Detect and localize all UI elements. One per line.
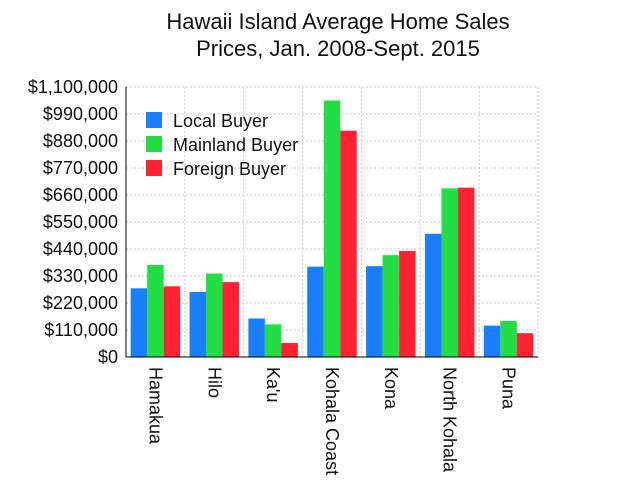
bar-north-kohala-local-buyer (424, 233, 442, 357)
bar-hilo-foreign-buyer (222, 282, 240, 357)
y-tick-label: $440,000 (43, 239, 118, 259)
bar-puna-local-buyer (483, 325, 501, 357)
legend-swatch (146, 112, 162, 128)
bar-kohala-coast-foreign-buyer (340, 130, 357, 357)
bar-kona-foreign-buyer (399, 250, 416, 357)
bar-kona-mainland-buyer (382, 255, 400, 357)
legend-swatch (146, 136, 162, 152)
x-tick-label: Puna (499, 367, 519, 410)
y-tick-label: $880,000 (43, 131, 118, 151)
bar-kona-local-buyer (366, 266, 383, 357)
legend: Local Buyer Mainland Buyer Foreign Buyer (146, 111, 298, 179)
bar-hilo-local-buyer (189, 291, 207, 357)
y-tick-label: $330,000 (43, 266, 118, 286)
legend-swatch (146, 160, 162, 176)
x-tick-label: Hilo (204, 367, 224, 398)
chart-title: Hawaii Island Average Home Sales Prices,… (166, 9, 509, 61)
legend-label: Foreign Buyer (173, 159, 286, 179)
axes (125, 87, 538, 358)
chart-title-line-1: Hawaii Island Average Home Sales (166, 9, 509, 34)
y-tick-label: $550,000 (43, 212, 118, 232)
bar-hamakua-mainland-buyer (147, 264, 164, 357)
bar-ka-u-foreign-buyer (281, 343, 298, 357)
legend-label: Local Buyer (173, 111, 268, 131)
bar-hilo-mainland-buyer (206, 273, 223, 357)
bar-ka-u-mainland-buyer (264, 324, 282, 357)
y-tick-label: $770,000 (43, 158, 118, 178)
y-tick-label: $0 (98, 347, 118, 367)
bar-north-kohala-foreign-buyer (457, 187, 475, 357)
x-tick-label: Hamakua (145, 367, 165, 445)
chart-title-line-2: Prices, Jan. 2008-Sept. 2015 (196, 36, 480, 61)
y-tick-label: $220,000 (43, 293, 118, 313)
x-tick-label: North Kohala (440, 367, 460, 473)
y-axis-ticks: $0 $110,000 $220,000 $330,000 $440,000 $550,0… (28, 77, 118, 367)
bar-hamakua-local-buyer (130, 288, 148, 357)
bar-hamakua-foreign-buyer (163, 286, 181, 357)
bar-north-kohala-mainland-buyer (441, 188, 458, 357)
y-tick-label: $990,000 (43, 104, 118, 124)
y-tick-label: $110,000 (44, 320, 118, 340)
bar-kohala-coast-mainland-buyer (323, 100, 341, 357)
x-tick-label: Kona (381, 367, 401, 410)
x-tick-label: Ka'u (263, 367, 283, 402)
bar-puna-mainland-buyer (500, 320, 517, 357)
bars (130, 100, 534, 357)
bar-kohala-coast-local-buyer (307, 266, 324, 357)
bar-puna-foreign-buyer (516, 333, 534, 357)
x-tick-label: Kohala Coast (322, 367, 342, 475)
x-axis-ticks: Hamakua Hilo Ka'u Kohala Coast Kona North Koh… (145, 367, 518, 475)
legend-label: Mainland Buyer (173, 135, 298, 155)
bar-ka-u-local-buyer (248, 318, 265, 357)
y-tick-label: $660,000 (43, 185, 118, 205)
y-tick-label: $1,100,000 (28, 77, 118, 97)
